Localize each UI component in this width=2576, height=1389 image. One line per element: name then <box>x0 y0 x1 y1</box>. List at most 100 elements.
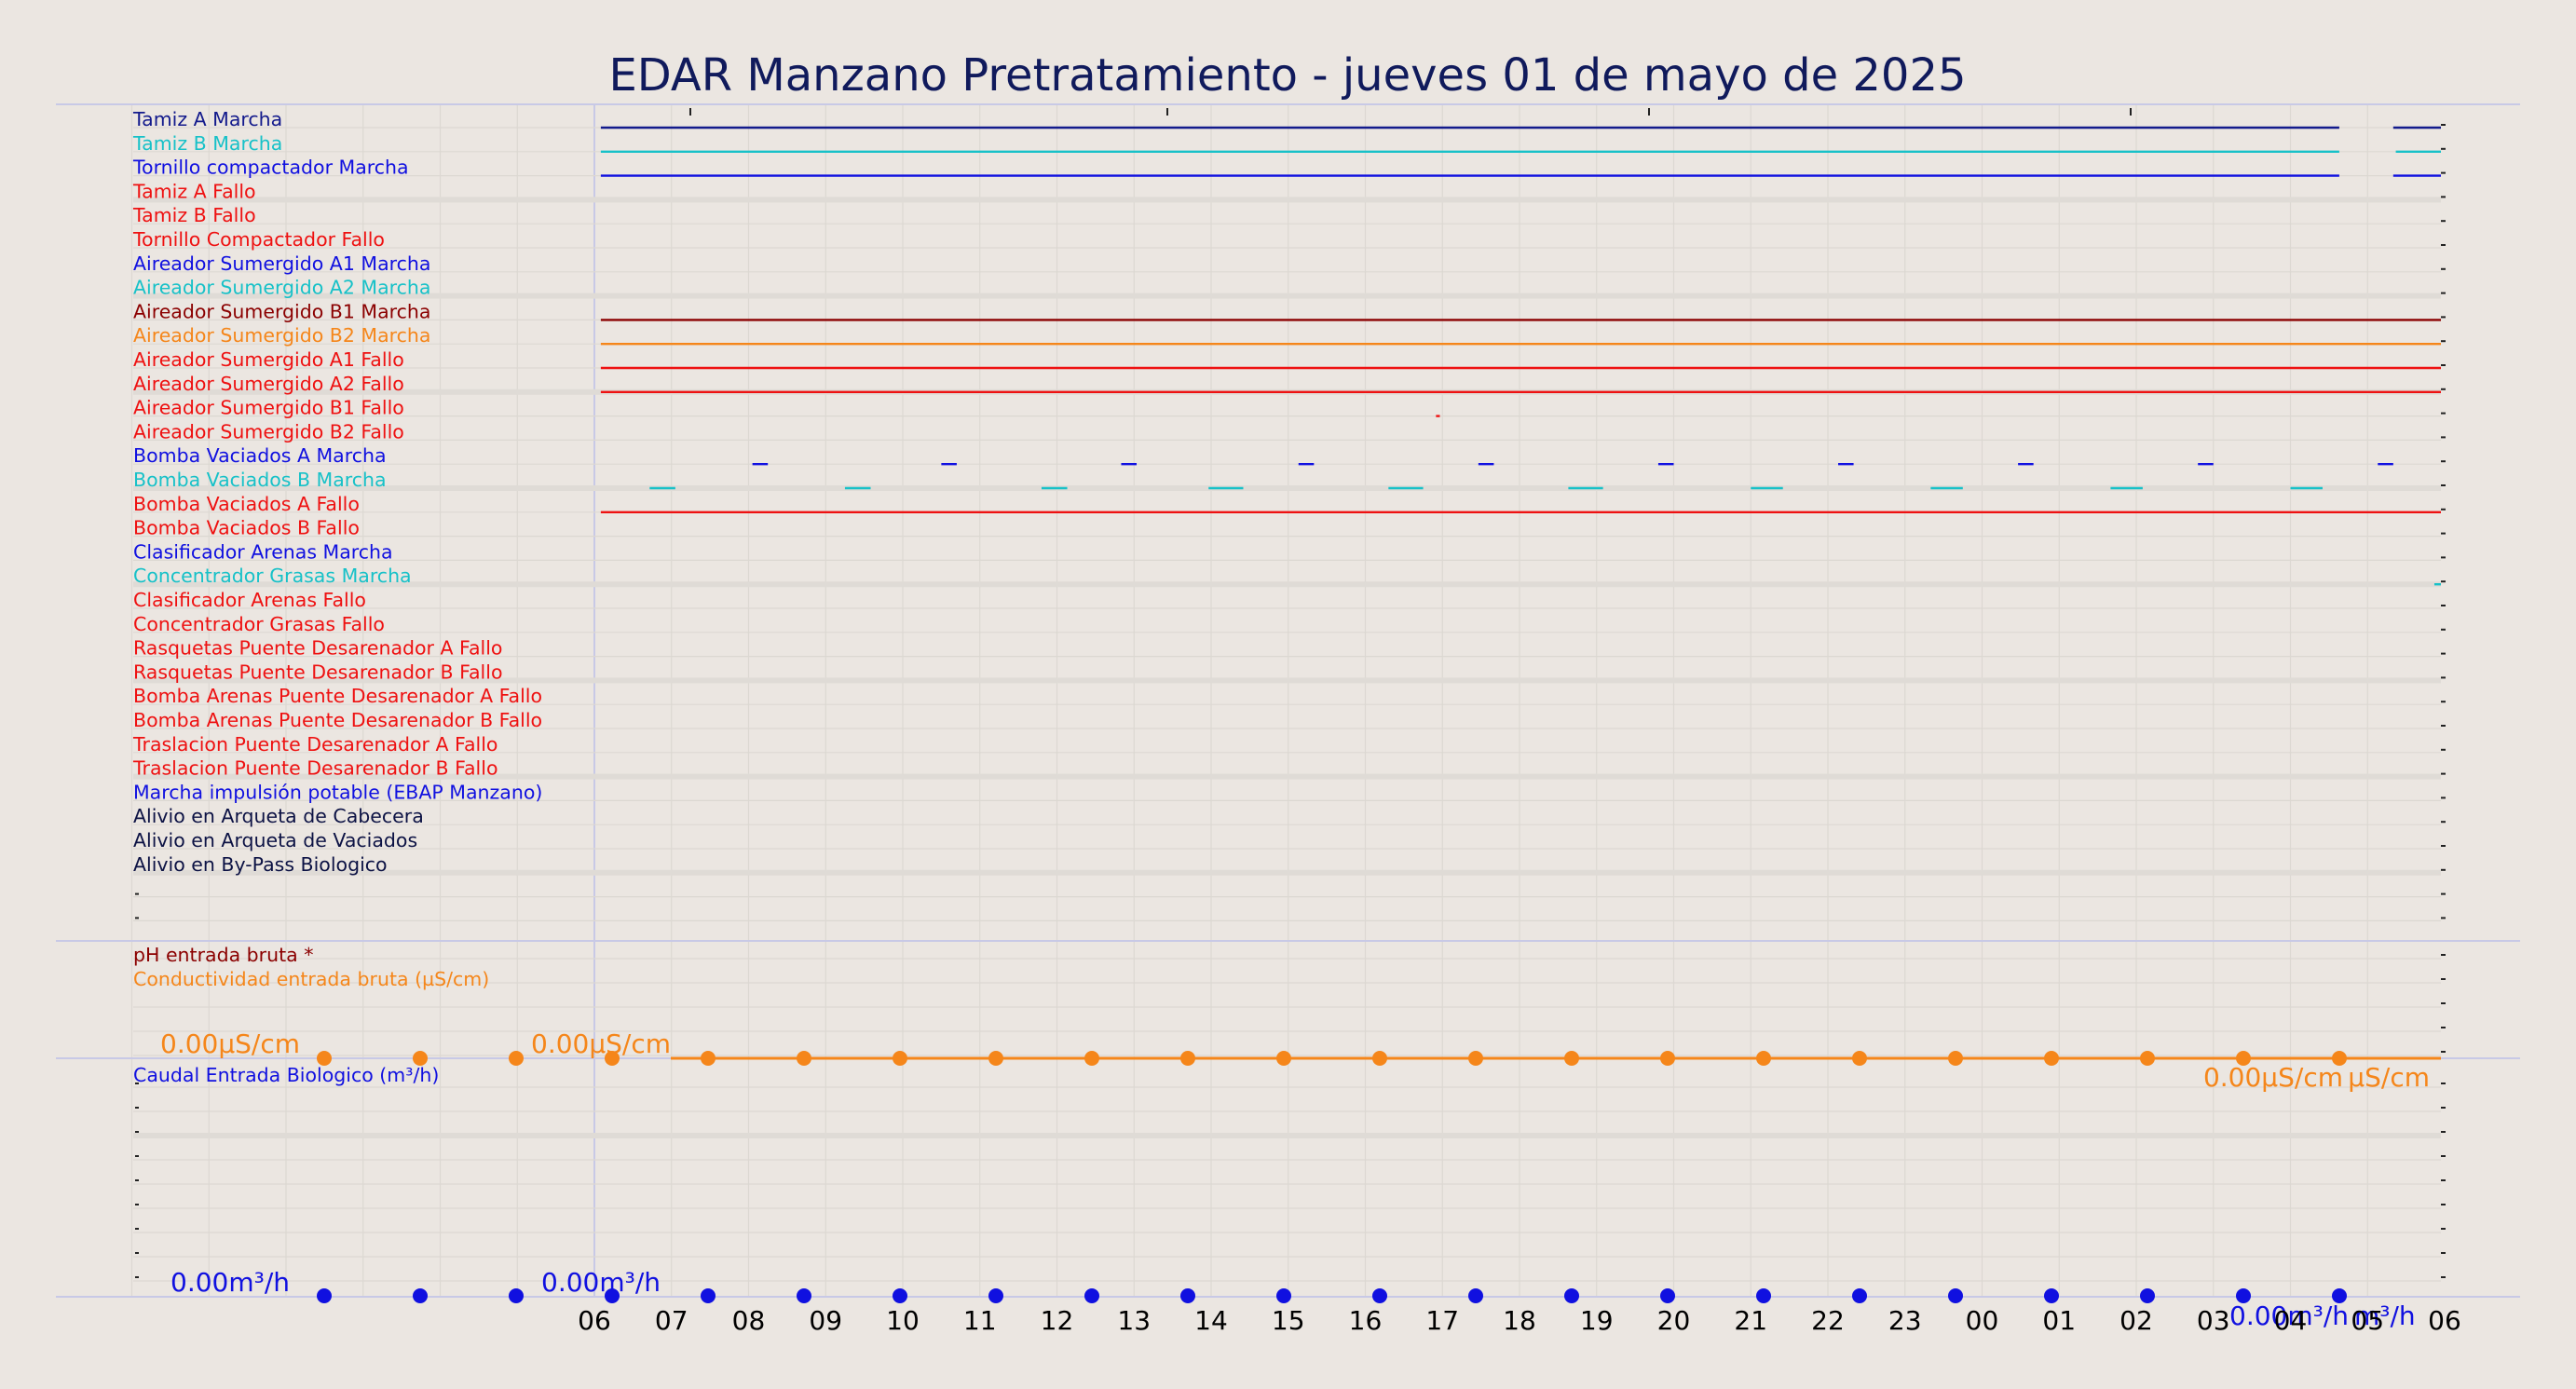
grid <box>56 103 2520 1298</box>
flow-point <box>701 1288 716 1303</box>
series-label: Bomba Vaciados A Fallo <box>133 493 360 515</box>
grid-band <box>133 485 2441 491</box>
flow-point <box>1756 1288 1771 1303</box>
flow-point <box>605 1288 620 1303</box>
grid-band <box>133 293 2441 299</box>
flow-value-label: m³/h <box>2354 1300 2416 1331</box>
flow-point <box>413 1288 428 1303</box>
x-tick-label: 06 <box>578 1305 611 1336</box>
series-label: Aireador Sumergido B2 Fallo <box>133 420 404 443</box>
series-label: Aireador Sumergido A1 Marcha <box>133 252 430 275</box>
conductivity-point <box>1948 1051 1963 1066</box>
conductivity-point <box>893 1051 907 1066</box>
conductivity-point <box>1372 1051 1387 1066</box>
series-label: Aireador Sumergido B1 Marcha <box>133 300 430 322</box>
flow-point <box>893 1288 907 1303</box>
flow-panel: Caudal Entrada Biologico (m³/h) 0.00m³/h 0… <box>133 1064 2416 1331</box>
series-label: Rasquetas Puente Desarenador A Fallo <box>133 637 502 660</box>
x-tick-label: 17 <box>1425 1305 1459 1336</box>
x-tick-label: 21 <box>1734 1305 1767 1336</box>
flow-point <box>1660 1288 1675 1303</box>
x-tick-label: 01 <box>2042 1305 2076 1336</box>
series-label: Bomba Vaciados B Marcha <box>133 469 387 491</box>
series-label: Tamiz B Fallo <box>132 204 256 226</box>
conductivity-point <box>2332 1051 2347 1066</box>
grid-band <box>133 773 2441 780</box>
flow-point <box>1276 1288 1291 1303</box>
conductivity-value-label: 0.00µS/cm <box>531 1028 671 1059</box>
x-tick-label: 05 <box>2351 1305 2384 1336</box>
series-label: Aireador Sumergido B1 Fallo <box>133 397 404 419</box>
x-tick-label: 04 <box>2274 1305 2308 1336</box>
conductivity-point <box>1084 1051 1099 1066</box>
conductivity-panel: pH entrada bruta *Conductividad entrada … <box>133 944 2441 1093</box>
flow-point <box>2236 1288 2251 1303</box>
conductivity-value-label: 0.00µS/cm <box>160 1028 300 1059</box>
flow-point <box>2140 1288 2155 1303</box>
series-label: pH entrada bruta * <box>133 944 313 966</box>
conductivity-point <box>2236 1051 2251 1066</box>
x-tick-label: 16 <box>1349 1305 1383 1336</box>
series-label: Bomba Arenas Puente Desarenador B Fallo <box>133 709 542 731</box>
series-label: Aireador Sumergido A2 Fallo <box>133 373 404 395</box>
conductivity-value-label: µS/cm <box>2348 1062 2430 1093</box>
series-label: Tornillo compactador Marcha <box>132 157 409 179</box>
flow-point <box>1084 1288 1099 1303</box>
series-label: Aireador Sumergido B2 Marcha <box>133 324 430 347</box>
series-label: Bomba Vaciados B Fallo <box>133 517 360 539</box>
conductivity-value-label: 0.00µS/cm <box>2203 1062 2343 1093</box>
x-tick-label: 20 <box>1657 1305 1691 1336</box>
flow-point <box>1852 1288 1867 1303</box>
conductivity-point <box>413 1051 428 1066</box>
x-tick-label: 15 <box>1272 1305 1305 1336</box>
series-label: Bomba Arenas Puente Desarenador A Fallo <box>133 685 542 707</box>
x-tick-label: 02 <box>2119 1305 2153 1336</box>
conductivity-point <box>1660 1051 1675 1066</box>
x-tick-label: 13 <box>1117 1305 1151 1336</box>
x-tick-label: 22 <box>1811 1305 1845 1336</box>
x-tick-label: 00 <box>1966 1305 1999 1336</box>
series-label: Alivio en By-Pass Biologico <box>133 853 388 876</box>
series-label: Marcha impulsión potable (EBAP Manzano) <box>133 781 542 803</box>
grid-band <box>133 869 2441 876</box>
conductivity-point <box>1852 1051 1867 1066</box>
series-label: Aireador Sumergido A1 Fallo <box>133 348 404 371</box>
chart-title: EDAR Manzano Pretratamiento - jueves 01 … <box>608 49 1966 102</box>
series-label: Aireador Sumergido A2 Marcha <box>133 277 430 299</box>
x-tick-label: 07 <box>655 1305 688 1336</box>
series-label: Concentrador Grasas Fallo <box>133 613 385 635</box>
conductivity-point <box>1180 1051 1195 1066</box>
x-tick-label: 23 <box>1888 1305 1922 1336</box>
series-label: Tamiz A Marcha <box>132 108 282 130</box>
flow-point <box>1948 1288 1963 1303</box>
grid-band <box>133 1133 2441 1138</box>
conductivity-point <box>1468 1051 1483 1066</box>
conductivity-point <box>2044 1051 2059 1066</box>
conductivity-point <box>701 1051 716 1066</box>
conductivity-point <box>2140 1051 2155 1066</box>
conductivity-point <box>1564 1051 1579 1066</box>
series-label: Concentrador Grasas Marcha <box>133 565 412 587</box>
x-tick-label: 06 <box>2428 1305 2461 1336</box>
flow-point <box>317 1288 332 1303</box>
x-tick-label: 19 <box>1580 1305 1614 1336</box>
x-tick-label: 08 <box>732 1305 766 1336</box>
series-label: Clasificador Arenas Marcha <box>133 540 393 563</box>
series-label: Traslacion Puente Desarenador B Fallo <box>132 757 498 780</box>
series-label: Tamiz B Marcha <box>132 132 282 155</box>
series-label: Tamiz A Fallo <box>132 180 256 202</box>
series-label: Clasificador Arenas Fallo <box>133 589 366 611</box>
flow-point <box>1468 1288 1483 1303</box>
series-label: Bomba Vaciados A Marcha <box>133 444 387 467</box>
x-tick-label: 09 <box>809 1305 842 1336</box>
series-label: Tornillo Compactador Fallo <box>132 228 385 251</box>
series-label: Traslacion Puente Desarenador A Fallo <box>132 733 497 756</box>
grid-band <box>133 197 2441 203</box>
x-tick-label: 14 <box>1194 1305 1228 1336</box>
flow-value-label: 0.00m³/h <box>541 1267 661 1298</box>
flow-point <box>2332 1288 2347 1303</box>
flow-value-label: 0.00m³/h <box>170 1267 290 1298</box>
conductivity-point <box>509 1051 524 1066</box>
conductivity-point <box>1276 1051 1291 1066</box>
